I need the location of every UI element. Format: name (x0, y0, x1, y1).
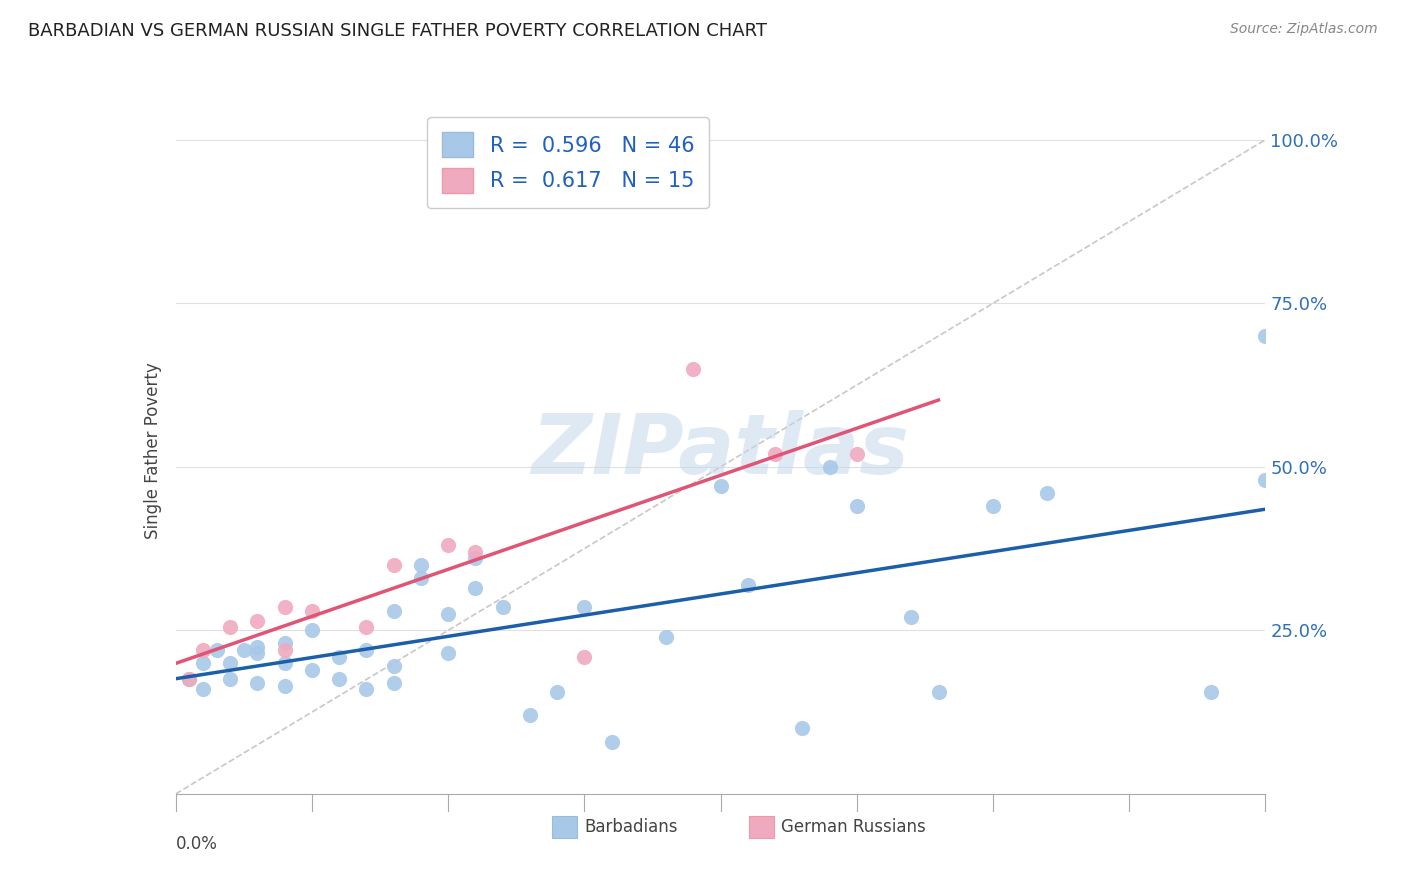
Point (219, 673, 242, 687)
Text: Barbadians: Barbadians (585, 818, 678, 837)
Point (246, 614, 269, 628)
Point (546, 685, 568, 699)
Point (191, 682, 214, 697)
Point (682, 361, 704, 376)
Point (219, 620, 242, 634)
Point (464, 551, 486, 566)
Point (1254, 473, 1277, 487)
Point (274, 636, 297, 650)
Point (328, 649, 350, 664)
Y-axis label: Single Father Poverty: Single Father Poverty (143, 362, 162, 539)
Point (274, 643, 297, 657)
Point (845, 499, 868, 513)
Point (928, 685, 950, 699)
Point (179, 673, 201, 687)
Point (382, 675, 405, 690)
Point (1254, 329, 1277, 343)
Point (1036, 486, 1059, 500)
Text: 0.0%: 0.0% (176, 835, 218, 853)
Point (464, 581, 486, 595)
Text: BARBADIAN VS GERMAN RUSSIAN SINGLE FATHER POVERTY CORRELATION CHART: BARBADIAN VS GERMAN RUSSIAN SINGLE FATHE… (28, 22, 768, 40)
Point (382, 659, 405, 673)
Point (246, 646, 269, 660)
Point (409, 571, 432, 585)
Point (437, 607, 460, 621)
Point (981, 499, 1004, 513)
Point (409, 558, 432, 572)
Point (763, 447, 786, 461)
Point (437, 538, 460, 552)
Point (710, 479, 733, 493)
Point (246, 675, 269, 690)
Point (328, 673, 350, 687)
Point (382, 558, 405, 572)
Point (574, 649, 596, 664)
Point (274, 656, 297, 670)
Point (356, 620, 378, 634)
Point (274, 600, 297, 615)
Point (301, 624, 323, 638)
Point (818, 459, 841, 474)
Point (301, 663, 323, 677)
Point (274, 679, 297, 693)
Point (492, 600, 515, 615)
Point (737, 577, 759, 591)
Point (464, 545, 486, 559)
Point (301, 604, 323, 618)
Point (356, 643, 378, 657)
Point (205, 643, 228, 657)
Point (900, 610, 922, 624)
Point (191, 643, 214, 657)
Point (655, 630, 678, 644)
Text: German Russians: German Russians (782, 818, 925, 837)
Point (356, 682, 378, 697)
Point (219, 656, 242, 670)
Point (246, 640, 269, 654)
Point (232, 643, 254, 657)
Point (845, 447, 868, 461)
Point (1199, 685, 1222, 699)
Text: ZIPatlas: ZIPatlas (531, 410, 910, 491)
Point (600, 734, 623, 748)
Point (519, 708, 541, 723)
Point (437, 646, 460, 660)
Point (191, 656, 214, 670)
Legend: R =  0.596   N = 46, R =  0.617   N = 15: R = 0.596 N = 46, R = 0.617 N = 15 (427, 118, 709, 208)
Point (382, 604, 405, 618)
Point (792, 722, 814, 736)
Point (179, 673, 201, 687)
Point (574, 600, 596, 615)
Text: Source: ZipAtlas.com: Source: ZipAtlas.com (1230, 22, 1378, 37)
